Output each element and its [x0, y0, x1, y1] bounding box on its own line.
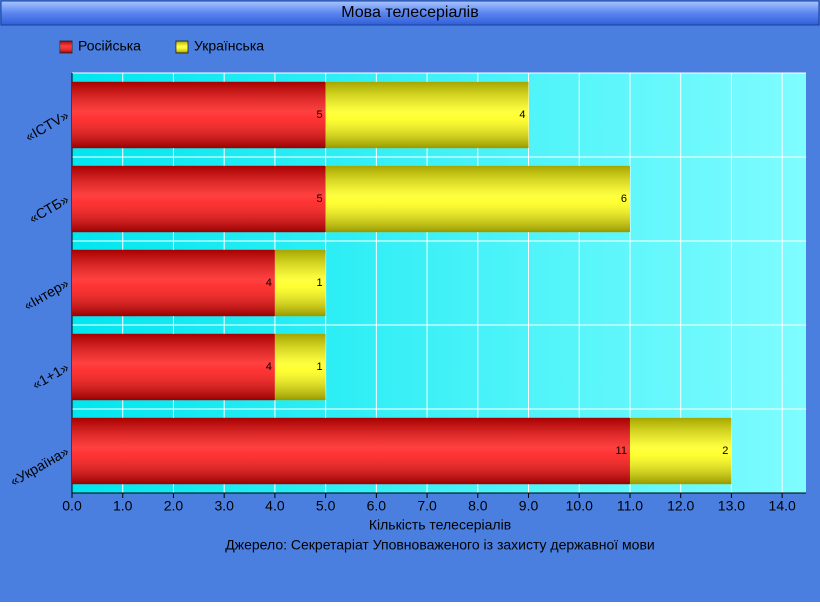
data-label: 6: [621, 193, 627, 205]
x-tick-label: 10.0: [566, 498, 593, 514]
bar-shine: [325, 165, 630, 233]
chart-title: Мова телесеріалів: [341, 4, 478, 21]
title-bar: [0, 0, 820, 26]
x-tick-label: 13.0: [718, 498, 745, 514]
x-tick-label: 5.0: [316, 498, 336, 514]
x-axis-label: Кількість телесеріалів: [369, 517, 511, 533]
x-tick-label: 6.0: [367, 498, 387, 514]
data-label: 1: [317, 361, 323, 373]
bar-shine: [72, 333, 275, 401]
bar-shine: [274, 249, 326, 317]
data-label: 1: [317, 277, 323, 289]
bar-shine: [72, 81, 326, 149]
bar-shine: [72, 165, 326, 233]
data-label: 11: [616, 445, 627, 457]
x-tick-label: 4.0: [265, 498, 285, 514]
legend-label: Українська: [194, 38, 264, 54]
data-label: 4: [266, 277, 272, 289]
bar-shine: [274, 333, 326, 401]
x-tick-label: 9.0: [519, 498, 539, 514]
x-tick-label: 3.0: [214, 498, 234, 514]
bar-shine: [325, 81, 529, 149]
x-tick-label: 2.0: [164, 498, 184, 514]
data-label: 5: [317, 193, 323, 205]
bar-shine: [72, 249, 275, 317]
data-label: 5: [317, 109, 323, 121]
x-tick-label: 14.0: [769, 498, 796, 514]
data-label: 4: [266, 361, 272, 373]
legend-label: Російська: [78, 38, 141, 54]
legend-shine: [60, 41, 72, 53]
x-tick-label: 0.0: [62, 498, 82, 514]
x-tick-label: 8.0: [468, 498, 488, 514]
x-tick-label: 12.0: [667, 498, 694, 514]
x-tick-label: 1.0: [113, 498, 133, 514]
bar-shine: [72, 417, 630, 485]
source-note: Джерело: Секретаріат Уповноваженого із з…: [225, 537, 654, 553]
legend-shine: [175, 41, 188, 53]
data-label: 4: [519, 109, 525, 121]
data-label: 2: [722, 445, 728, 457]
bar-shine: [629, 417, 732, 485]
x-tick-label: 7.0: [417, 498, 437, 514]
x-tick-label: 11.0: [617, 498, 643, 514]
